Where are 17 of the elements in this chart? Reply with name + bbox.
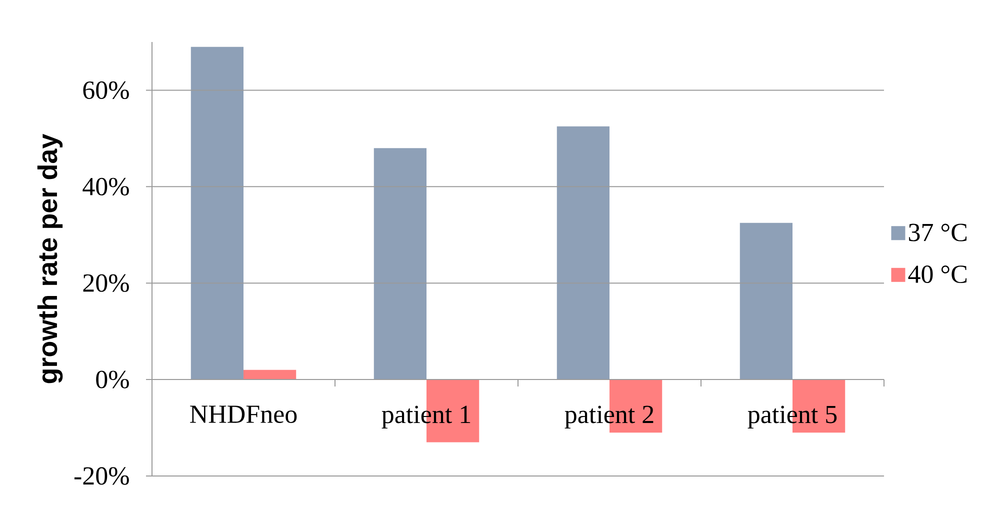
- bar: [190, 46, 244, 380]
- bar: [556, 126, 610, 380]
- y-tick-label: -20%: [74, 467, 129, 485]
- x-tick-label: patient 2: [564, 406, 654, 428]
- y-tick-label: 20%: [83, 274, 129, 292]
- y-tick-label: 60%: [83, 81, 129, 100]
- legend-label: 40 °C: [908, 266, 967, 284]
- x-tick-label: patient 1: [382, 406, 470, 428]
- x-tick-label: NHDFneo: [190, 406, 297, 424]
- y-tick-label: 0%: [96, 370, 129, 388]
- y-tick-label: 40%: [82, 178, 129, 196]
- bar: [374, 148, 427, 380]
- x-tick-label: patient 5: [748, 406, 837, 428]
- bar: [740, 222, 793, 380]
- bar: [244, 370, 296, 380]
- y-axis-title: growth rate per day: [37, 134, 63, 384]
- legend-label: 37 °C: [908, 224, 967, 242]
